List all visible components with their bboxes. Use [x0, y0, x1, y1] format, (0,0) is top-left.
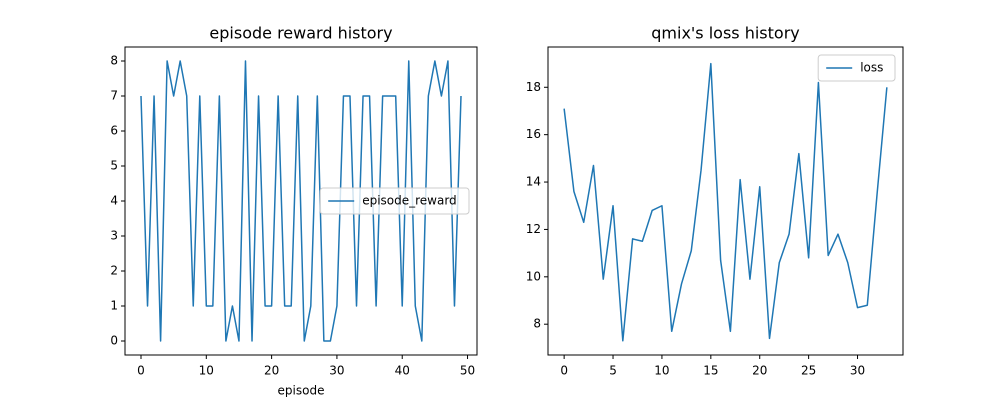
data-line [563, 62, 888, 342]
y-tick-label: 3 [110, 229, 118, 243]
y-tick-label: 1 [110, 299, 118, 313]
x-tick-label: 0 [137, 364, 145, 378]
axes-frame [547, 46, 904, 356]
x-tick-label: 10 [199, 364, 214, 378]
data-line [140, 60, 462, 342]
legend-label: episode_reward [362, 194, 457, 208]
y-tick-label: 6 [110, 124, 118, 138]
y-tick-label: 0 [110, 334, 118, 348]
legend: episode_reward [319, 187, 470, 215]
y-tick-label: 18 [526, 80, 541, 94]
x-tick-label: 20 [752, 364, 767, 378]
y-tick-label: 7 [110, 89, 118, 103]
legend-box [817, 54, 896, 82]
x-tick-label: 30 [329, 364, 344, 378]
chart-title: qmix's loss history [651, 24, 800, 43]
x-tick-label: 5 [609, 364, 617, 378]
y-tick-label: 16 [526, 127, 541, 141]
x-tick-label: 10 [654, 364, 669, 378]
y-tick-label: 12 [526, 222, 541, 236]
x-tick-label: 25 [801, 364, 816, 378]
y-tick-label: 8 [533, 317, 541, 331]
legend-label: loss [860, 61, 883, 75]
y-tick-label: 2 [110, 264, 118, 278]
x-tick-label: 30 [850, 364, 865, 378]
y-tick-label: 8 [110, 54, 118, 68]
axes-frame [124, 46, 478, 356]
y-tick-label: 5 [110, 159, 118, 173]
chart-panel: qmix's loss history 0 5 10 15 20 25 30 8 10 12 14 16… [526, 24, 904, 378]
legend-box [319, 187, 470, 215]
x-tick-label: 40 [395, 364, 410, 378]
x-tick-label: 15 [703, 364, 718, 378]
legend: loss [817, 54, 896, 82]
x-axis-label: episode [278, 384, 325, 398]
chart-panel: episode reward history 0 10 20 30 40 50 0 1 2 3 4 5 6… [110, 24, 478, 398]
chart-title: episode reward history [209, 24, 392, 43]
y-tick-label: 14 [526, 175, 541, 189]
x-tick-label: 0 [560, 364, 568, 378]
x-tick-label: 20 [264, 364, 279, 378]
y-tick-label: 4 [110, 194, 118, 208]
y-tick-label: 10 [526, 269, 541, 283]
x-tick-label: 50 [460, 364, 475, 378]
